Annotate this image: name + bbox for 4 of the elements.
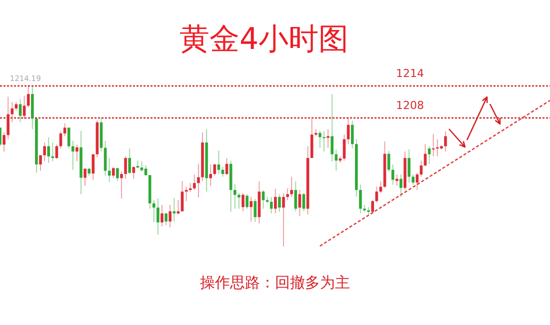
chart-title: 黄金4小时图 xyxy=(179,22,349,57)
text: 1214 xyxy=(396,66,424,80)
annotation: 1208 xyxy=(396,98,424,112)
text: 操作思路：回撤多为主 xyxy=(200,274,350,292)
